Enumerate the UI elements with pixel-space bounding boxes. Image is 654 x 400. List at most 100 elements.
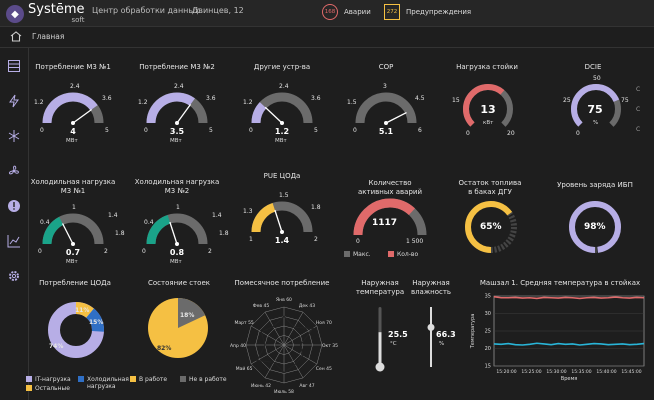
rack-load-min: 0 xyxy=(466,130,470,137)
gauge-widget: Потребление М3 №1 0 1.2 2.4 3.6 5 4 МВт xyxy=(28,63,118,153)
warnings-badge[interactable]: 272 Предупреждения xyxy=(384,4,471,20)
alarms-badge[interactable]: 168 Аварии xyxy=(322,4,371,20)
gauge-needle xyxy=(72,108,92,124)
gauge-title: Потребление М3 №2 xyxy=(139,63,215,71)
pie-consumption-widget: Потребление ЦОДа xyxy=(30,279,120,288)
gauge-tick-label: 0.4 xyxy=(144,219,154,226)
radar-axis-label: Авг 47 xyxy=(299,383,314,389)
rack-load-widget: Нагрузка стойки xyxy=(442,63,532,72)
gauge-hub xyxy=(71,242,75,246)
radar-spoke xyxy=(283,311,304,346)
rack-load-tick: 15 xyxy=(452,97,460,104)
alarms-count: 168 xyxy=(322,4,338,20)
dcie-tick-left: 25 xyxy=(563,97,571,104)
gauge-value: 1.4 xyxy=(274,236,290,245)
active-alarms-widget: Количество активных аварий xyxy=(345,179,435,197)
gauge-hub xyxy=(175,121,179,125)
chart-ytick-label: 25 xyxy=(485,329,491,335)
gauge-tick-label: 3.6 xyxy=(311,95,321,102)
rack-load-value: 13 xyxy=(480,103,496,116)
rack-load-max: 20 xyxy=(507,130,515,137)
gauge-value: 1.2 xyxy=(274,127,290,136)
outdoor-temp-title: Наружная температура xyxy=(355,279,405,296)
warnings-count: 272 xyxy=(384,4,400,20)
legend-count: Кол-во xyxy=(388,251,418,258)
gauge-tick-label: 1.5 xyxy=(279,192,289,199)
pie-racks-chart xyxy=(148,298,208,358)
radar-axis-label: Дек 43 xyxy=(299,303,315,309)
pie-consumption-chart xyxy=(48,302,104,358)
gauge-tick-label: 0 xyxy=(249,127,253,134)
radar-spoke xyxy=(283,325,318,346)
gauge-widget: Холодильная нагрузка М3 №2 0 0.4 1 1.4 1.8 2 0.… xyxy=(132,178,229,268)
gauge-hub xyxy=(384,121,388,125)
radar-axis-label: Июль 58 xyxy=(274,389,294,395)
radar-spoke xyxy=(250,325,285,346)
gauge-value: 0.8 xyxy=(169,248,185,257)
gauge-tick-label: 1 xyxy=(176,204,180,211)
gauge-title: Другие устр-ва xyxy=(253,63,311,71)
power-icon[interactable] xyxy=(7,94,21,108)
gauge-tick-label: 1.2 xyxy=(138,99,148,106)
gauge-value: 3.5 xyxy=(169,127,185,136)
gauge-dial xyxy=(251,92,313,125)
gauge-needle xyxy=(264,106,283,124)
radar-axis-label: Фев 45 xyxy=(253,303,270,309)
humidity-value: 66.3 xyxy=(436,330,456,339)
humidity-unit: % xyxy=(439,341,445,347)
logo[interactable]: ◆ Systēme soft xyxy=(6,3,84,25)
active-alarms-value: 1117 xyxy=(372,218,398,228)
warnings-label: Предупреждения xyxy=(406,8,472,16)
chart-ylabel: Температура xyxy=(470,314,476,350)
location-address[interactable]: Двинцев, 12 xyxy=(192,6,244,15)
analytics-icon[interactable] xyxy=(7,234,21,248)
gauge-dial xyxy=(42,92,104,125)
server-icon[interactable] xyxy=(7,59,21,73)
gauge-needle xyxy=(61,223,74,245)
breadcrumb: Главная xyxy=(0,27,654,48)
gauge-widget: Другие устр-ва 0 1.2 2.4 3.6 5 1.2 МВт xyxy=(237,63,327,153)
radar-spoke xyxy=(283,344,318,365)
alert-icon[interactable] xyxy=(7,199,21,213)
chart-xtick-label: 15:25:00 xyxy=(521,369,541,375)
gauge-hub xyxy=(175,242,179,246)
gauge-title: PUE ЦОДа xyxy=(263,172,301,180)
gauge-needle xyxy=(169,221,178,245)
gauge-tick-label: 2.4 xyxy=(70,83,80,90)
radar-spoke xyxy=(283,344,304,379)
gauge-fill-arc xyxy=(42,216,64,245)
radar-axis-label: Апр 40 xyxy=(230,343,246,349)
breadcrumb-home[interactable]: Главная xyxy=(32,32,65,41)
gauge-widget: COP 0 1.5 3 4.5 6 5.1 xyxy=(341,63,431,153)
sidebar xyxy=(0,48,29,400)
gauge-hub xyxy=(280,121,284,125)
legend-cooling-load: Холодильная нагрузка xyxy=(78,376,129,390)
gauge-tick-label: 0 xyxy=(142,248,146,255)
fan-icon[interactable] xyxy=(7,164,21,178)
chart-ytick-label: 15 xyxy=(485,364,491,370)
home-icon[interactable] xyxy=(10,31,22,42)
gauge-widget: PUE ЦОДа 1 1.3 1.5 1.8 2 1.4 xyxy=(237,172,327,262)
gauge-dial xyxy=(146,92,208,125)
gauge-needle xyxy=(385,111,407,124)
location-datacenter[interactable]: Центр обработки данных xyxy=(92,6,200,15)
gauge-tick-label: 3 xyxy=(383,83,387,90)
rack-load-ring xyxy=(463,84,513,134)
chart-xtick-label: 15:20:00 xyxy=(496,369,516,375)
dcie-unit: % xyxy=(593,120,599,126)
fuel-title: Остаток топлива в баках ДГУ xyxy=(458,179,522,196)
settings-icon[interactable] xyxy=(7,269,21,283)
snowflake-icon[interactable] xyxy=(7,129,21,143)
radar-title: Помесячное потребление xyxy=(234,279,330,287)
gauge-tick-label: 2 xyxy=(314,236,318,243)
gauge-title: COP xyxy=(378,63,394,71)
gauge-tick-label: 1.8 xyxy=(115,230,125,237)
dcie-tick-right: 75 xyxy=(621,97,629,104)
gauge-tick-label: 2.4 xyxy=(279,83,289,90)
gauge-tick-label: 0 xyxy=(38,248,42,255)
fuel-widget: Остаток топлива в баках ДГУ xyxy=(445,179,535,197)
gauge-dial xyxy=(146,213,208,246)
gauge-tick-label: 1.2 xyxy=(34,99,44,106)
gauge-unit: МВт xyxy=(66,259,78,265)
gauge-title: Потребление М3 №1 xyxy=(35,63,111,71)
